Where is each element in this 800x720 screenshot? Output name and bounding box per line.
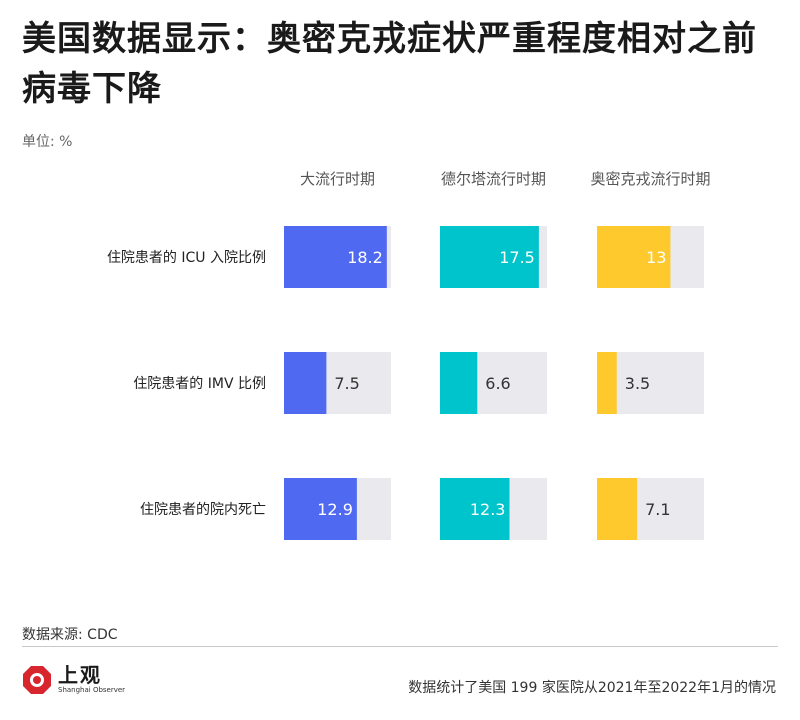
category-label-2: 住院患者的院内死亡 [140,502,266,518]
logo-name-cn: 上观 [58,663,102,687]
data-label-0-0: 18.2 [347,248,383,267]
bar-0-2 [284,478,357,540]
footnote: 数据统计了美国 199 家医院从2021年至2022年1月的情况 [408,680,776,696]
bar-2-2 [597,478,638,540]
shanghai-observer-logo-icon [23,665,51,694]
bar-1-1 [440,352,478,414]
unit-label: 单位: % [22,134,73,150]
data-label-1-0: 17.5 [499,248,535,267]
data-label-2-2: 7.1 [645,500,670,519]
data-label-2-1: 3.5 [625,374,650,393]
bar-0-1 [284,352,327,414]
footer-divider [22,646,778,647]
bar-2-1 [597,352,617,414]
bar-1-2 [440,478,510,540]
chart-title: 美国数据显示：奥密克戎症状严重程度相对之前病毒下降 [22,19,757,109]
source-label: 数据来源: CDC [22,627,118,643]
category-label-1: 住院患者的 IMV 比例 [133,376,266,392]
data-label-2-0: 13 [646,248,666,267]
series-header-1: 德尔塔流行时期 [441,170,546,188]
category-label-0: 住院患者的 ICU 入院比例 [107,250,266,266]
series-header-2: 奥密克戎流行时期 [590,170,710,188]
data-label-0-2: 12.9 [317,500,353,519]
series-header-0: 大流行时期 [300,170,375,188]
data-label-1-1: 6.6 [485,374,510,393]
bar-1-0 [440,226,539,288]
data-label-1-2: 12.3 [470,500,506,519]
data-label-0-1: 7.5 [334,374,359,393]
bar-2-0 [597,226,671,288]
brand-logo: 上观 Shanghai Observer [22,664,125,695]
bar-0-0 [284,226,387,288]
logo-name-en: Shanghai Observer [58,686,126,694]
